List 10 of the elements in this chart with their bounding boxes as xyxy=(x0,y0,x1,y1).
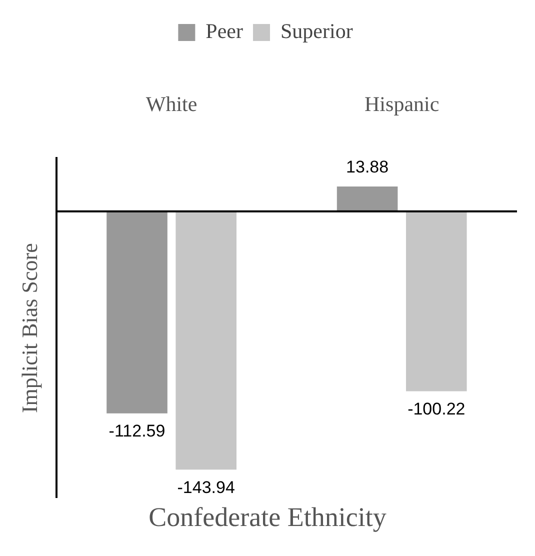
data-label: -112.59 xyxy=(108,422,166,441)
x-axis-title: Confederate Ethnicity xyxy=(148,502,388,533)
data-label: -143.94 xyxy=(177,478,235,497)
y-axis-title: Implicit Bias Score xyxy=(16,243,42,414)
legend-label: Superior xyxy=(280,19,353,44)
x-tick-label: Hispanic xyxy=(364,92,440,116)
x-tick-label: White xyxy=(146,92,198,116)
data-label: 13.88 xyxy=(346,158,389,177)
data-label: -100.22 xyxy=(408,399,466,418)
legend-label: Peer xyxy=(206,19,244,44)
